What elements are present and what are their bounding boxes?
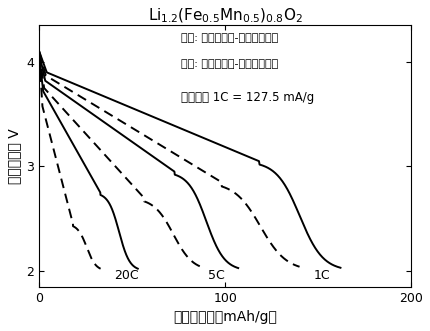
Text: 破線: 正極活物質-導電材混合物: 破線: 正極活物質-導電材混合物 bbox=[181, 59, 278, 69]
Y-axis label: 電池電圧／ V: 電池電圧／ V bbox=[7, 128, 21, 184]
Text: 1C: 1C bbox=[313, 269, 330, 282]
Text: 5C: 5C bbox=[208, 269, 224, 282]
Text: 20C: 20C bbox=[114, 269, 139, 282]
X-axis label: 放電容量／（mAh/g）: 放電容量／（mAh/g） bbox=[173, 310, 277, 324]
Title: Li$_{1.2}$(Fe$_{0.5}$Mn$_{0.5}$)$_{0.8}$O$_{2}$: Li$_{1.2}$(Fe$_{0.5}$Mn$_{0.5}$)$_{0.8}$… bbox=[148, 7, 303, 25]
Text: 実線: 正極活物質-導電材複合体: 実線: 正極活物質-導電材複合体 bbox=[181, 33, 278, 43]
Text: 電流密度 1C = 127.5 mA/g: 電流密度 1C = 127.5 mA/g bbox=[181, 91, 314, 104]
